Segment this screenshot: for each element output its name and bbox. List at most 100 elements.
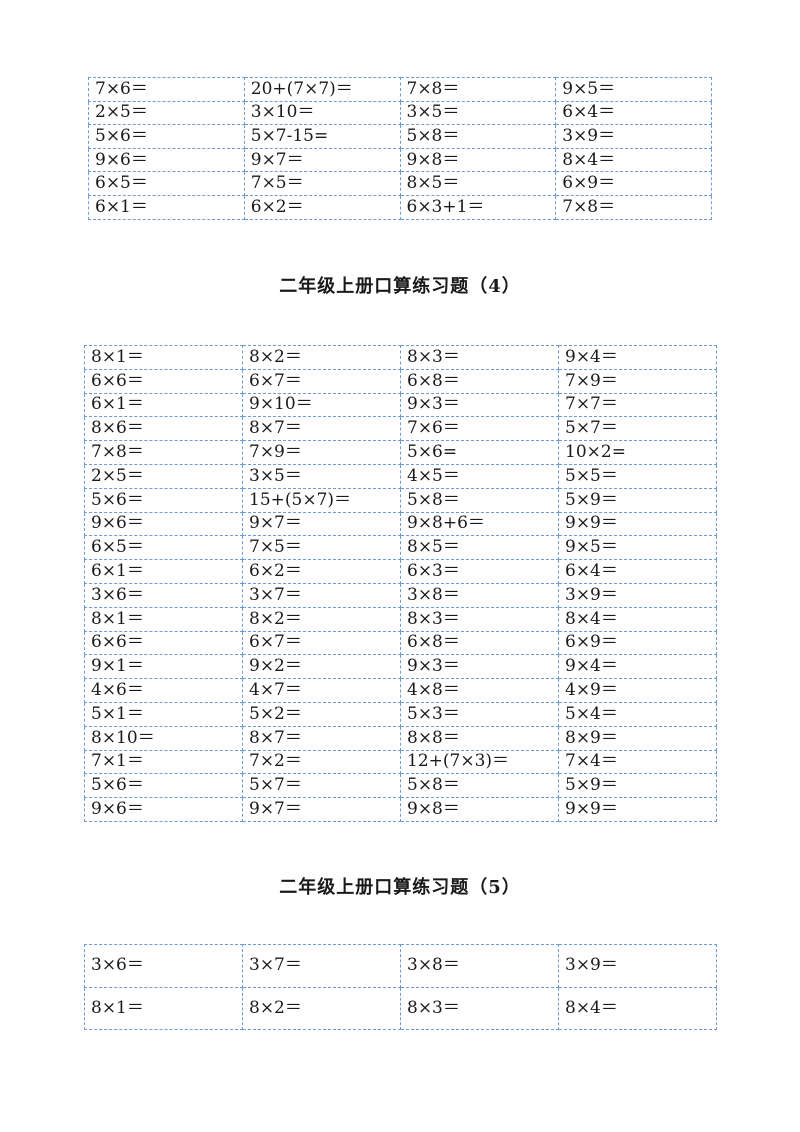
exercise-cell: 7×7＝: [558, 392, 717, 418]
table-row: 6×6＝ 6×7＝ 6×8＝ 7×9＝: [84, 368, 717, 394]
exercise-cell: 4×9＝: [558, 678, 717, 703]
table-row: 6×1＝ 9×10＝ 9×3＝ 7×7＝: [84, 392, 717, 418]
exercise-cell: 4×7＝: [242, 678, 401, 703]
exercise-cell: 9×5＝: [555, 77, 712, 102]
exercise-cell: 8×4＝: [555, 147, 712, 173]
exercise-table-5: 3×6＝ 3×7＝ 3×8＝ 3×9＝ 8×1＝ 8×2＝ 8×3＝ 8×4＝: [84, 944, 717, 1030]
exercise-cell: 6×6＝: [84, 368, 243, 394]
table-row: 6×1＝ 6×2＝ 6×3+1＝ 7×8＝: [88, 194, 712, 220]
table-row: 3×6＝ 3×7＝ 3×8＝ 3×9＝: [84, 944, 717, 988]
exercise-cell: 6×9＝: [558, 630, 717, 656]
exercise-cell: 6×3＝: [400, 559, 559, 584]
exercise-cell: 6×5＝: [88, 171, 245, 196]
exercise-cell: 9×3＝: [400, 654, 559, 680]
exercise-cell: 7×5＝: [243, 171, 401, 196]
exercise-cell: 8×3＝: [400, 345, 559, 370]
exercise-cell: 6×8＝: [400, 630, 559, 656]
exercise-cell: 7×5＝: [242, 535, 401, 561]
exercise-cell: 4×6＝: [84, 678, 243, 703]
exercise-cell: 9×7＝: [242, 511, 401, 537]
exercise-cell: 9×8+6＝: [400, 511, 559, 537]
exercise-cell: 8×6＝: [84, 416, 243, 442]
table-row: 3×6＝ 3×7＝ 3×8＝ 3×9＝: [84, 582, 717, 608]
exercise-cell: 6×3+1＝: [399, 194, 557, 220]
exercise-cell: 6×6＝: [84, 630, 243, 656]
exercise-cell: 9×7＝: [243, 147, 401, 173]
exercise-cell: 5×6＝: [84, 773, 243, 799]
table-row: 5×6＝ 5×7＝ 5×8＝ 5×9＝: [84, 773, 717, 799]
exercise-cell: 7×6＝: [88, 77, 245, 102]
exercise-cell: 5×8＝: [400, 773, 559, 799]
table-row: 5×1＝ 5×2＝ 5×3＝ 5×4＝: [84, 701, 717, 727]
exercise-cell: 6×1＝: [84, 559, 243, 584]
exercise-cell: 9×5＝: [558, 535, 717, 561]
exercise-cell: 9×10＝: [242, 392, 401, 418]
exercise-cell: 6×2＝: [242, 559, 401, 584]
table-row: 8×10＝ 8×7＝ 8×8＝ 8×9＝: [84, 725, 717, 751]
table-row: 8×6＝ 8×7＝ 7×6＝ 5×7＝: [84, 416, 717, 442]
table-row: 2×5＝ 3×5＝ 4×5＝ 5×5＝: [84, 463, 717, 489]
exercise-cell: 6×7＝: [242, 368, 401, 394]
table-row: 6×5＝ 7×5＝ 8×5＝ 6×9＝: [88, 171, 712, 196]
exercise-cell: 9×4＝: [558, 345, 717, 370]
exercise-table-3-tail: 7×6＝ 20+(7×7)＝ 7×8＝ 9×5＝ 2×5＝ 3×10＝ 3×5＝ 6×4＝ 5×…: [88, 77, 712, 220]
exercise-cell: 5×9＝: [558, 487, 717, 513]
exercise-cell: 8×2＝: [242, 606, 401, 632]
exercise-cell: 3×5＝: [399, 100, 557, 126]
table-row: 4×6＝ 4×7＝ 4×8＝ 4×9＝: [84, 678, 717, 703]
exercise-cell: 8×1＝: [84, 345, 243, 370]
exercise-cell: 9×6＝: [88, 147, 245, 173]
exercise-cell: 8×5＝: [400, 535, 559, 561]
exercise-cell: 5×1＝: [84, 701, 243, 727]
exercise-cell: 9×1＝: [84, 654, 243, 680]
exercise-cell: 7×6＝: [400, 416, 559, 442]
exercise-cell: 6×8＝: [400, 368, 559, 394]
exercise-cell: 9×9＝: [558, 797, 717, 822]
table-row: 6×6＝ 6×7＝ 6×8＝ 6×9＝: [84, 630, 717, 656]
exercise-cell: 9×9＝: [558, 511, 717, 537]
exercise-cell: 9×7＝: [242, 797, 401, 822]
exercise-cell: 9×3＝: [400, 392, 559, 418]
table-row: 5×6＝ 5×7-15= 5×8＝ 3×9＝: [88, 124, 712, 149]
exercise-cell: 6×1＝: [88, 194, 245, 220]
exercise-cell: 9×4＝: [558, 654, 717, 680]
table-row: 5×6＝ 15+(5×7)＝ 5×8＝ 5×9＝: [84, 487, 717, 513]
exercise-cell: 7×1＝: [84, 749, 243, 775]
exercise-cell: 6×9＝: [555, 171, 712, 196]
exercise-cell: 5×6＝: [88, 124, 245, 149]
exercise-cell: 9×8＝: [400, 797, 559, 822]
exercise-cell: 6×5＝: [84, 535, 243, 561]
table-row: 9×1＝ 9×2＝ 9×3＝ 9×4＝: [84, 654, 717, 680]
table-row: 8×1＝ 8×2＝ 8×3＝ 9×4＝: [84, 345, 717, 370]
exercise-cell: 5×9＝: [558, 773, 717, 799]
exercise-cell: 8×3＝: [400, 986, 559, 1030]
exercise-cell: 3×5＝: [242, 463, 401, 489]
exercise-cell: 7×8＝: [555, 194, 712, 220]
exercise-cell: 6×2＝: [243, 194, 401, 220]
exercise-cell: 5×8＝: [400, 487, 559, 513]
exercise-cell: 5×2＝: [242, 701, 401, 727]
table-row: 2×5＝ 3×10＝ 3×5＝ 6×4＝: [88, 100, 712, 126]
exercise-cell: 8×8＝: [400, 725, 559, 751]
exercise-cell: 7×2＝: [242, 749, 401, 775]
exercise-cell: 8×2＝: [242, 345, 401, 370]
exercise-cell: 8×5＝: [399, 171, 557, 196]
table-row: 9×6＝ 9×7＝ 9×8＝ 9×9＝: [84, 797, 717, 822]
exercise-cell: 20+(7×7)＝: [243, 77, 401, 102]
exercise-cell: 3×7＝: [242, 582, 401, 608]
exercise-cell: 8×10＝: [84, 725, 243, 751]
exercise-cell: 3×9＝: [558, 582, 717, 608]
exercise-cell: 5×8＝: [399, 124, 557, 149]
exercise-cell: 3×9＝: [555, 124, 712, 149]
exercise-cell: 9×8＝: [399, 147, 557, 173]
exercise-cell: 2×5＝: [84, 463, 243, 489]
exercise-cell: 7×8＝: [399, 77, 557, 102]
exercise-cell: 8×7＝: [242, 416, 401, 442]
exercise-cell: 8×9＝: [558, 725, 717, 751]
exercise-cell: 5×6=: [400, 440, 559, 465]
table-row: 7×8＝ 7×9＝ 5×6= 10×2=: [84, 440, 717, 465]
exercise-cell: 3×6＝: [84, 944, 243, 988]
exercise-cell: 8×1＝: [84, 986, 243, 1030]
exercise-cell: 3×8＝: [400, 944, 559, 988]
exercise-cell: 8×1＝: [84, 606, 243, 632]
